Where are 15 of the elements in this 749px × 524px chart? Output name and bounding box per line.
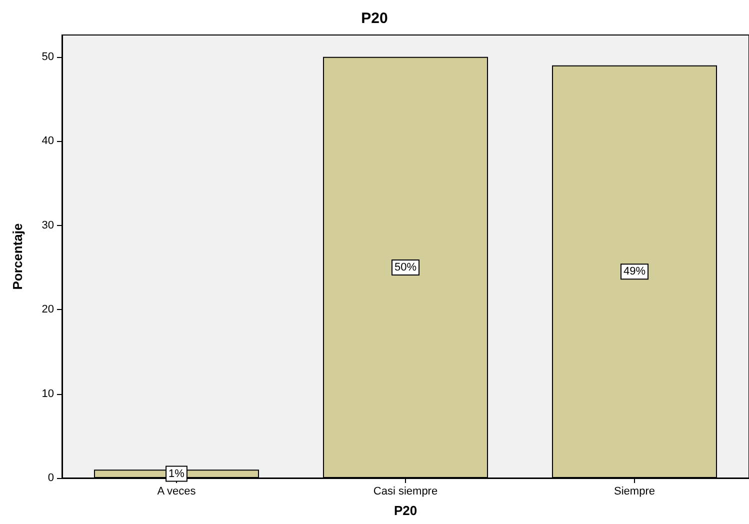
data-label: 1% xyxy=(168,468,185,480)
data-label: 50% xyxy=(394,261,417,274)
data-label: 49% xyxy=(623,266,646,278)
y-axis-title: Porcentaje xyxy=(10,223,25,290)
y-tick-label: 30 xyxy=(42,219,54,232)
chart-title: P20 xyxy=(361,10,388,27)
y-tick-label: 20 xyxy=(42,304,54,316)
x-axis-title: P20 xyxy=(394,503,418,518)
y-tick-label: 0 xyxy=(48,472,54,484)
y-tick-label: 50 xyxy=(42,50,54,63)
x-tick-label: A veces xyxy=(157,486,196,498)
x-tick-label: Casi siempre xyxy=(373,486,438,498)
y-tick-label: 10 xyxy=(42,388,54,400)
x-tick-label: Siempre xyxy=(614,486,655,498)
y-tick-label: 40 xyxy=(42,135,54,148)
